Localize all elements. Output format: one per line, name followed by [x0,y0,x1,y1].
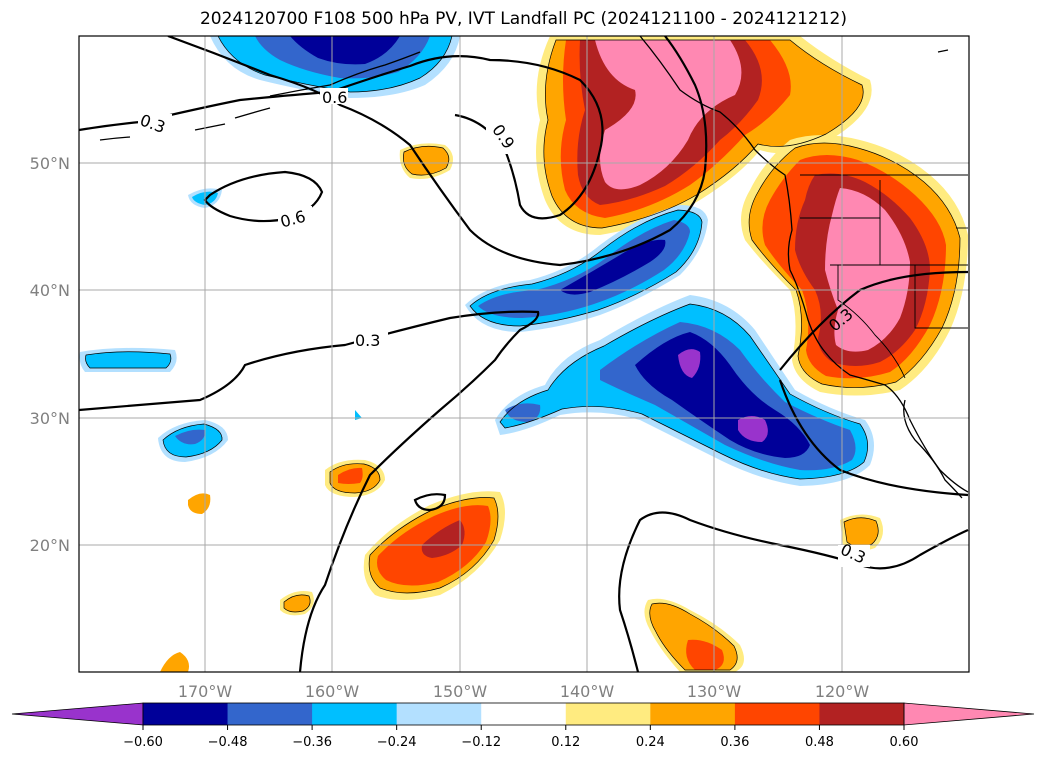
colorbar-tick-label: 0.24 [636,735,665,750]
contour-0.3-midlat [79,310,540,672]
lon-label: 170°W [178,682,233,701]
colorbar [11,702,1035,726]
colorbar-extend-max [903,702,1035,726]
colorbar-segment [312,703,398,725]
colorbar-segment [819,703,905,725]
colorbar-ticks: −0.60 −0.48 −0.36 −0.24 −0.12 0.12 0.24 0.36 0.4… [123,725,918,750]
colorbar-tick-label: 0.60 [890,735,919,750]
colorbar-tick-label: −0.24 [377,735,417,750]
colorbar-tick-label: −0.12 [461,735,501,750]
colorbar-segment [227,703,313,725]
colorbar-segment [143,703,229,725]
lat-label: 30°N [30,409,70,428]
map-title: 2024120700 F108 500 hPa PV, IVT Landfall… [199,9,847,29]
lon-label: 160°W [305,682,360,701]
colorbar-segment [734,703,820,725]
colorbar-segment [396,703,482,725]
colorbar-frame [142,702,905,726]
contour-label: 0.6 [322,88,347,107]
latitude-labels: 50°N 40°N 30°N 20°N [30,154,70,555]
lat-label: 20°N [30,536,70,555]
coastline-north-america [639,36,969,493]
lon-label: 130°W [687,682,742,701]
colorbar-tick-label: −0.60 [123,735,163,750]
colorbar-tick-label: 0.36 [720,735,749,750]
lon-label: 150°W [433,682,488,701]
colorbar-tick-label: 0.12 [551,735,580,750]
map-area: 0.3 0.6 0.9 0.6 0.3 0.3 0.3 [79,36,969,672]
colorbar-segment [565,703,651,725]
contour-0.3-south [618,511,969,672]
lat-label: 50°N [30,154,70,173]
contour-0.3-north [79,55,604,220]
colorbar-segment [481,703,567,725]
borders [800,174,968,379]
longitude-labels: 170°W 160°W 150°W 140°W 130°W 120°W [178,682,870,701]
lat-label: 40°N [30,281,70,300]
colorbar-extend-min [11,702,144,726]
lon-label: 140°W [560,682,615,701]
colorbar-tick-label: −0.36 [292,735,332,750]
lon-label: 120°W [815,682,870,701]
map-frame [78,35,970,673]
colorbar-tick-label: −0.48 [208,735,248,750]
contour-label: 0.3 [355,331,380,350]
colorbar-segment [650,703,736,725]
gridlines [79,36,969,672]
coastlines [99,36,969,499]
colorbar-tick-label: 0.48 [805,735,834,750]
